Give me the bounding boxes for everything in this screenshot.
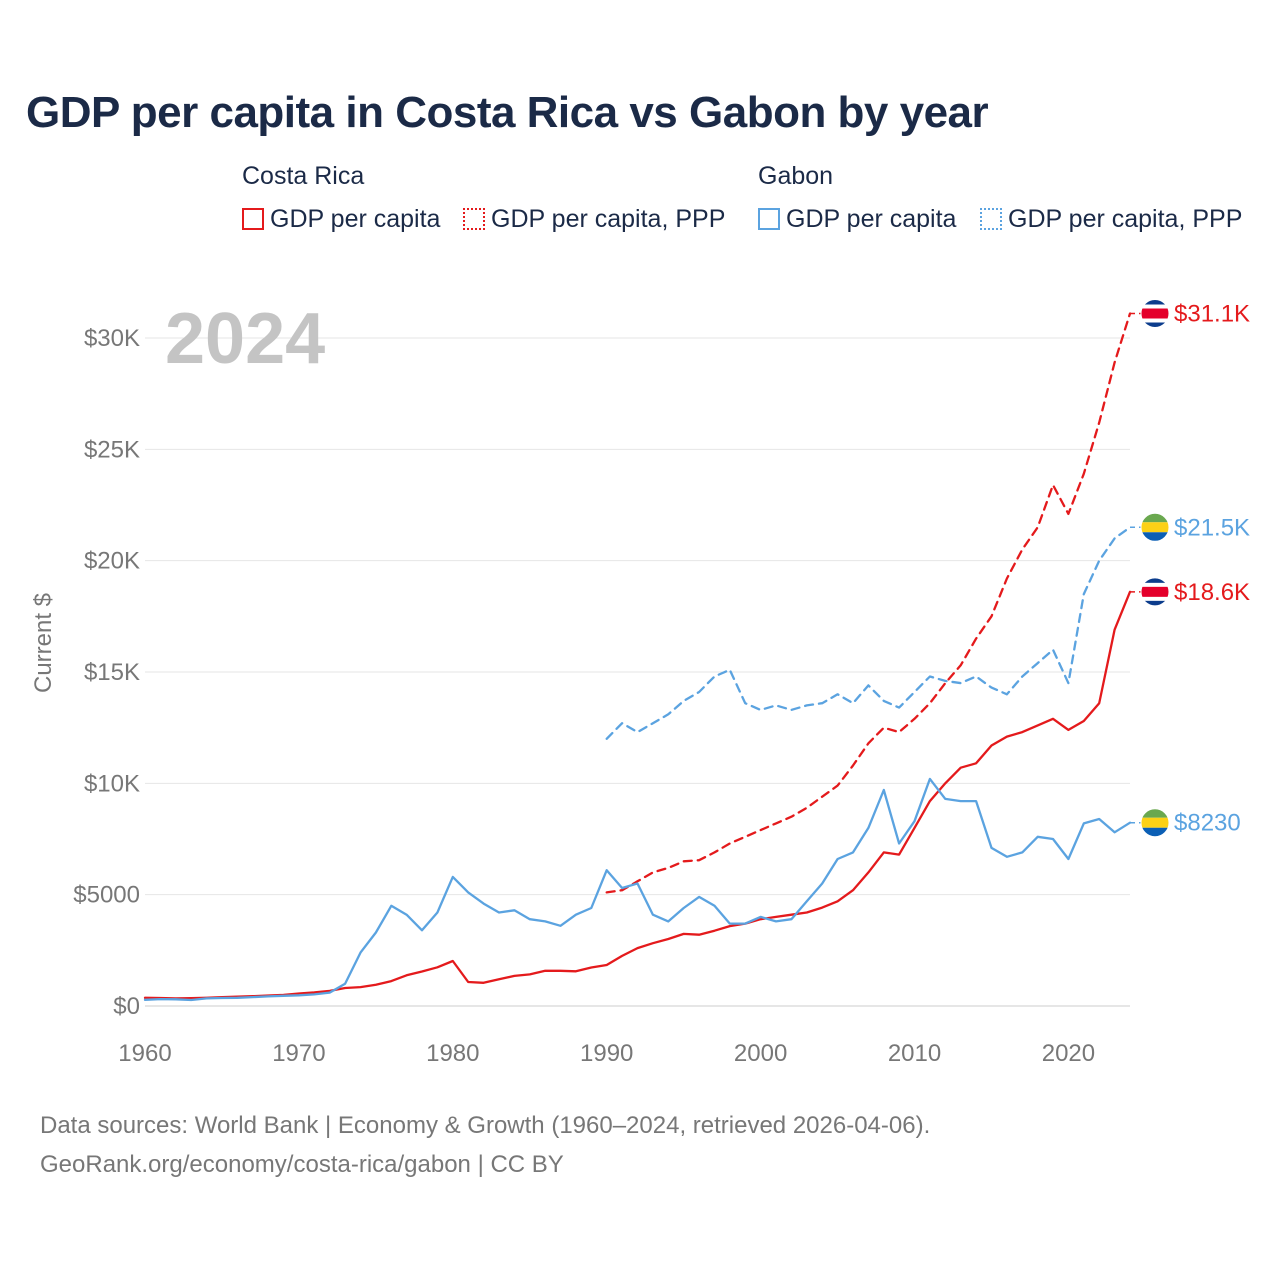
series-end-label: $31.1K <box>1174 301 1250 328</box>
chart-title: GDP per capita in Costa Rica vs Gabon by… <box>26 88 989 137</box>
y-tick-label: $15K <box>84 659 140 686</box>
legend-swatch-solid-red <box>242 208 264 230</box>
y-axis-label: Current $ <box>30 593 57 693</box>
series-line <box>605 526 1132 740</box>
legend-label: GDP per capita, PPP <box>491 204 726 233</box>
grid-layer <box>145 337 1130 1007</box>
legend-swatch-dotted-red <box>463 208 485 230</box>
footer-sources: Data sources: World Bank | Economy & Gro… <box>40 1112 931 1139</box>
legend-item-costa-rica-gdp[interactable]: GDP per capita <box>242 204 440 234</box>
x-tick-label: 1960 <box>118 1040 171 1067</box>
series-end-label: $18.6K <box>1174 579 1250 606</box>
legend-group-costa-rica: Costa Rica <box>242 162 365 190</box>
y-tick-label: $10K <box>84 770 140 797</box>
x-tick-label: 2000 <box>734 1040 787 1067</box>
series-layer <box>143 312 1132 1002</box>
gabon-flag-icon <box>1140 808 1170 838</box>
y-tick-label: $25K <box>84 436 140 463</box>
legend-label: GDP per capita <box>786 204 957 233</box>
legend-swatch-dotted-blue <box>980 208 1002 230</box>
legend-item-gabon-gdp-ppp[interactable]: GDP per capita, PPP <box>980 204 1242 234</box>
series-line <box>143 777 1132 1002</box>
end-label-layer: $18.6K $31.1K $8230 $21.5K <box>1130 299 1250 838</box>
x-tick-label: 2010 <box>888 1040 941 1067</box>
x-tick-label: 1970 <box>272 1040 325 1067</box>
y-tick-label: $20K <box>84 548 140 575</box>
legend-label: GDP per capita, PPP <box>1008 204 1243 233</box>
footer: Data sources: World Bank | Economy & Gro… <box>40 1106 930 1184</box>
legend-group-gabon: Gabon <box>758 162 834 190</box>
footer-attribution: GeoRank.org/economy/costa-rica/gabon | C… <box>40 1151 564 1178</box>
series-line <box>605 312 1132 894</box>
gabon-flag-icon <box>1140 512 1170 542</box>
legend-swatch-solid-blue <box>758 208 780 230</box>
series-end-label: $8230 <box>1174 810 1241 837</box>
series-line <box>143 590 1132 1000</box>
costa-rica-flag-icon <box>1140 299 1170 329</box>
y-tick-label: $30K <box>84 325 140 352</box>
legend-item-gabon-gdp[interactable]: GDP per capita <box>758 204 956 234</box>
legend-item-costa-rica-gdp-ppp[interactable]: GDP per capita, PPP <box>463 204 725 234</box>
series-end-label: $21.5K <box>1174 514 1250 541</box>
axis-layer: $0 $5000 $10K $15K $20K $25K $30K 1960 1970 1980 1… <box>73 325 1095 1067</box>
legend-label: GDP per capita <box>270 204 441 233</box>
y-tick-label: $0 <box>113 993 140 1020</box>
costa-rica-flag-icon <box>1140 577 1170 607</box>
year-overlay: 2024 <box>165 299 325 379</box>
x-tick-label: 1980 <box>426 1040 479 1067</box>
x-tick-label: 2020 <box>1042 1040 1095 1067</box>
y-tick-label: $5000 <box>73 882 140 909</box>
x-tick-label: 1990 <box>580 1040 633 1067</box>
